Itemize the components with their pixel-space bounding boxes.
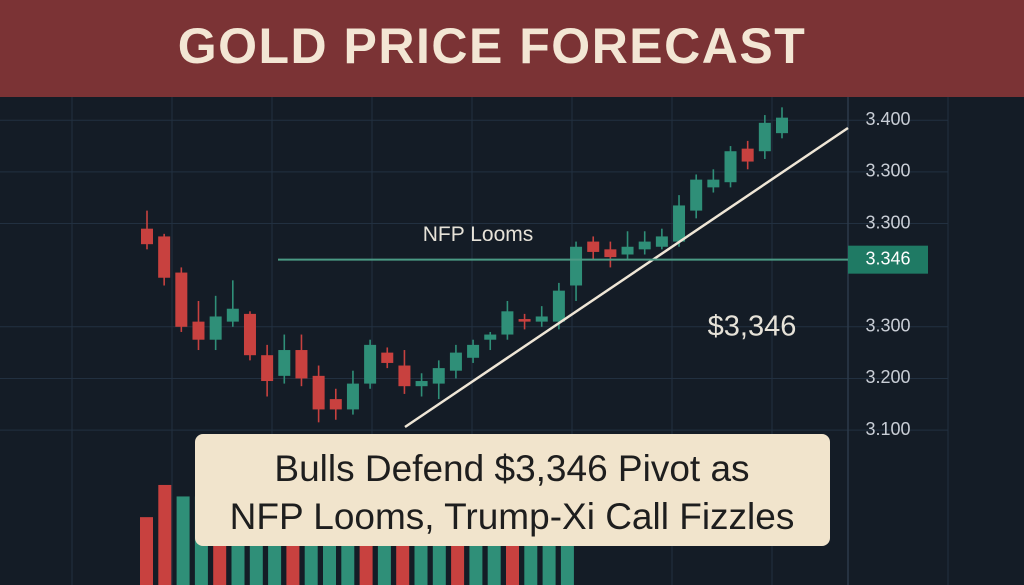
candle-body <box>638 241 651 250</box>
candle-body <box>346 383 359 410</box>
candle-body <box>484 334 497 340</box>
candle-body <box>158 236 171 278</box>
candle-body <box>364 344 377 384</box>
volume-bar <box>451 544 465 585</box>
candle-body <box>295 350 308 379</box>
volume-bar <box>341 541 355 585</box>
headline-line: Bulls Defend $3,346 Pivot as <box>274 448 749 489</box>
candle-body <box>312 375 325 410</box>
price-marker-label: 3.346 <box>865 248 910 268</box>
candle-body <box>741 148 754 162</box>
candle-body <box>329 399 342 410</box>
candle-body <box>707 179 720 188</box>
candle-body <box>243 313 256 356</box>
y-tick-label: 3.300 <box>865 316 910 336</box>
annotation: NFP Looms <box>423 223 534 246</box>
candle-body <box>587 241 600 252</box>
candle-body <box>724 151 737 183</box>
candle-body <box>226 308 239 322</box>
candle-body <box>552 290 565 322</box>
volume-bar <box>323 536 336 585</box>
candle-body <box>175 272 188 327</box>
price-marker <box>848 245 928 274</box>
y-tick-label: 3.400 <box>865 109 910 129</box>
volume-bar <box>506 536 519 585</box>
candle-body <box>209 316 222 340</box>
price-annotation: $3,346 <box>708 310 797 342</box>
y-tick-label: 3.100 <box>865 419 910 439</box>
candle-body <box>655 236 668 247</box>
candle-body <box>381 352 394 363</box>
candle-body <box>432 368 445 384</box>
candle-body <box>398 365 411 387</box>
candle-body <box>467 344 480 358</box>
volume-bar <box>158 484 172 585</box>
candle-body <box>278 350 291 376</box>
volume-bar <box>304 539 318 585</box>
candles <box>141 107 788 423</box>
header-band <box>0 0 1024 97</box>
volume-bar <box>359 544 373 585</box>
candle-body <box>518 319 531 322</box>
volume-bar <box>414 536 428 585</box>
candle-body <box>415 381 428 387</box>
candle-body <box>604 249 617 258</box>
candle-body <box>776 117 788 134</box>
overlay: 3.400 3.300 3.300 3.300 3.200 3.100 3.346 NFP L… <box>278 109 928 439</box>
volume-bar <box>469 539 483 585</box>
grid <box>0 119 948 431</box>
trend-line <box>404 126 849 429</box>
volume-bar <box>487 533 501 585</box>
volume-bar <box>176 496 190 585</box>
candle-body <box>673 205 686 242</box>
y-tick-label: 3.300 <box>865 212 910 232</box>
candle-body <box>758 122 771 152</box>
candle-body <box>261 355 274 382</box>
volume-bar <box>286 533 300 585</box>
candle-body <box>449 352 462 371</box>
candle-body <box>621 246 634 255</box>
volume-bar <box>377 539 391 585</box>
candle-body <box>570 246 583 286</box>
volume-bar <box>542 533 556 585</box>
volume-bar <box>140 517 153 585</box>
candle-body <box>501 311 514 335</box>
y-tick-label: 3.200 <box>865 367 910 387</box>
headline-box <box>195 434 830 546</box>
y-tick-label: 3.300 <box>865 161 910 181</box>
headline-line: NFP Looms, Trump-Xi Call Fizzles <box>230 496 795 537</box>
candle-body <box>535 316 548 322</box>
volume-bar <box>524 541 538 585</box>
candle-body <box>192 321 205 340</box>
volume-bar <box>396 533 410 585</box>
candle-body <box>141 228 153 245</box>
volume-bar <box>432 541 446 585</box>
candle-body <box>690 179 703 211</box>
chart-title: GOLD PRICE FORECAST <box>178 18 807 74</box>
